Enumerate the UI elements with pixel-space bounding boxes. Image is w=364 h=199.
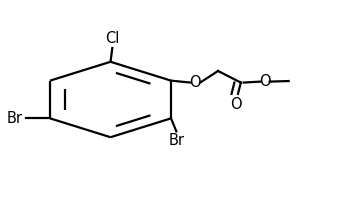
Text: Br: Br	[7, 111, 23, 126]
Text: Br: Br	[169, 133, 185, 148]
Text: Cl: Cl	[105, 31, 119, 46]
Text: O: O	[189, 75, 201, 90]
Text: O: O	[230, 97, 242, 112]
Text: O: O	[259, 74, 271, 89]
